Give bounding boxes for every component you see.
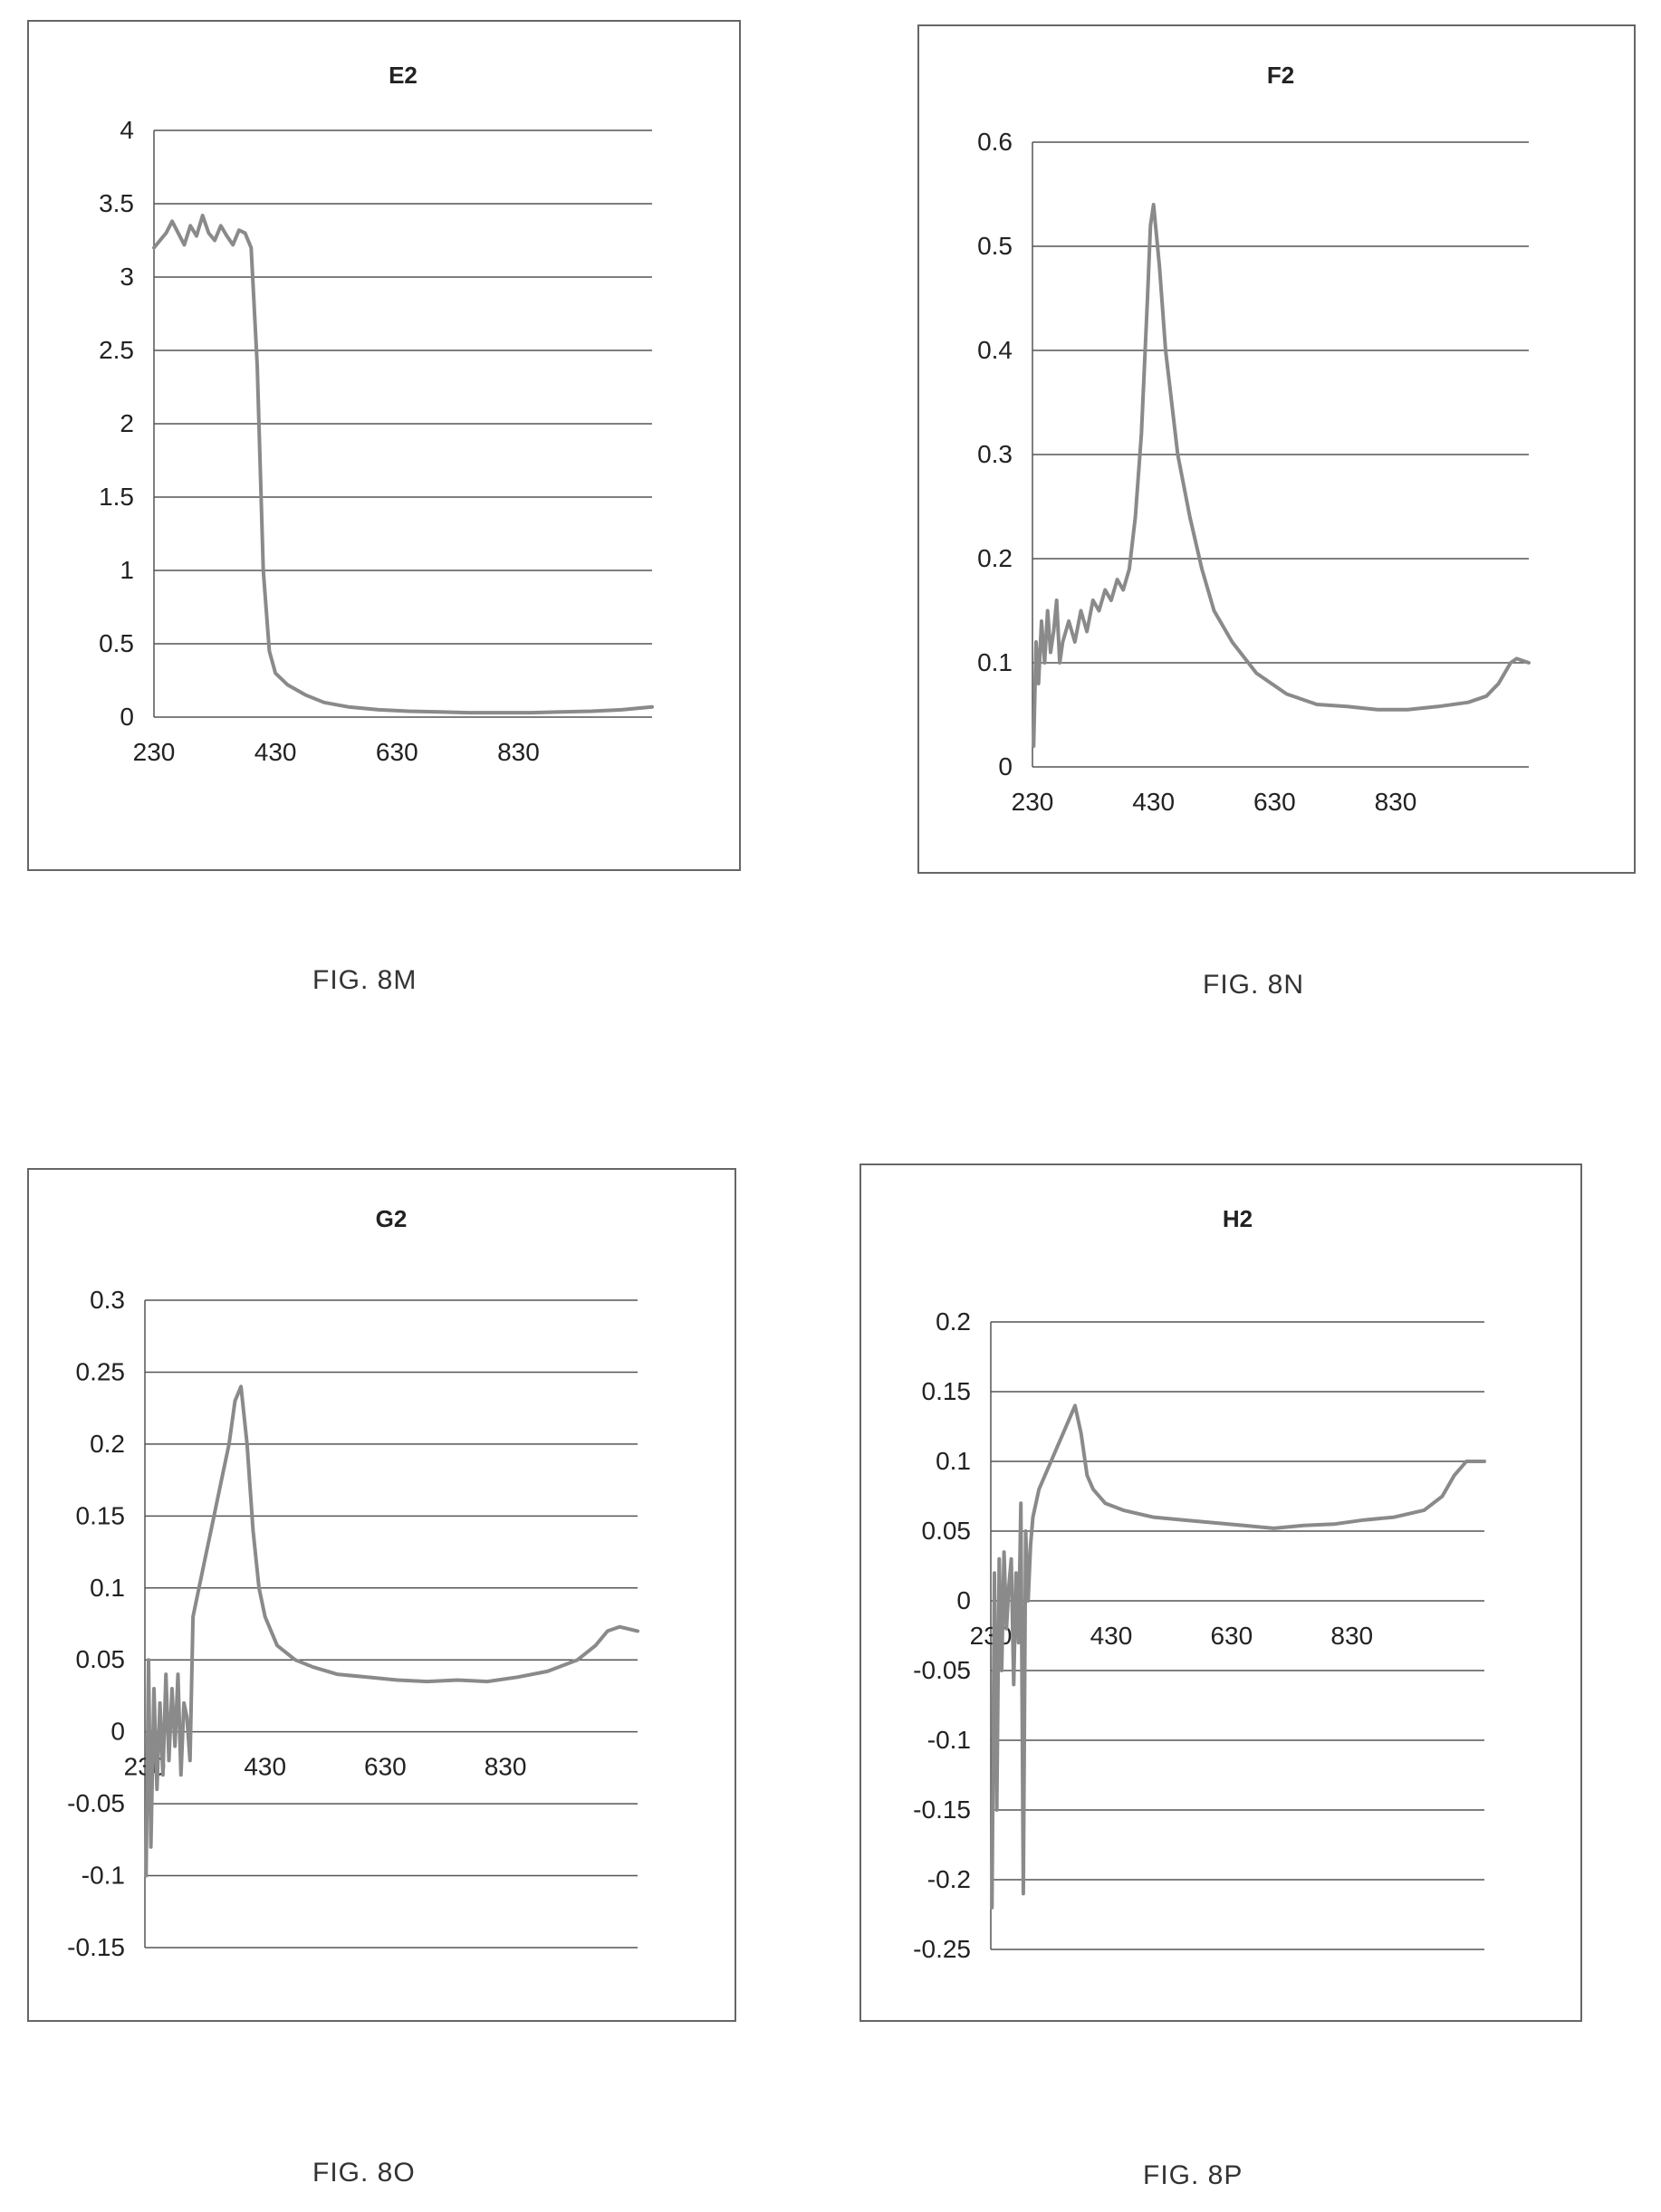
y-tick-label: 0.1 bbox=[977, 648, 1013, 676]
chart-g2: G2-0.15-0.1-0.0500.050.10.150.20.250.323… bbox=[27, 1168, 736, 2022]
series-line bbox=[1032, 203, 1531, 748]
y-tick-label: 3 bbox=[120, 263, 134, 291]
y-tick-label: 0.1 bbox=[90, 1574, 125, 1602]
y-tick-label: -0.15 bbox=[67, 1933, 125, 1961]
y-tick-label: 0.1 bbox=[936, 1447, 971, 1475]
y-tick-label: 0 bbox=[110, 1718, 125, 1746]
y-tick-label: 0.6 bbox=[977, 128, 1013, 156]
chart-frame bbox=[27, 1168, 736, 2022]
y-tick-label: 0.05 bbox=[922, 1517, 972, 1545]
y-tick-label: 0.25 bbox=[76, 1357, 126, 1385]
x-tick-label: 830 bbox=[1375, 788, 1417, 816]
y-tick-label: 1.5 bbox=[99, 483, 134, 511]
y-tick-label: -0.25 bbox=[913, 1935, 971, 1963]
x-tick-label: 430 bbox=[1090, 1622, 1133, 1650]
y-tick-label: 1 bbox=[120, 556, 134, 584]
y-tick-label: -0.05 bbox=[913, 1656, 971, 1684]
chart-title: H2 bbox=[1223, 1205, 1253, 1232]
chart-title: F2 bbox=[1267, 62, 1294, 89]
y-tick-label: 4 bbox=[120, 116, 134, 144]
y-tick-label: 0 bbox=[956, 1586, 971, 1614]
x-tick-label: 630 bbox=[1210, 1622, 1253, 1650]
x-tick-label: 230 bbox=[133, 738, 176, 766]
y-tick-label: 0.15 bbox=[922, 1377, 972, 1405]
chart-title: G2 bbox=[376, 1205, 408, 1232]
figure-caption: FIG. 8M bbox=[312, 965, 418, 995]
y-tick-label: 0.2 bbox=[90, 1430, 125, 1458]
y-tick-label: 0 bbox=[120, 703, 134, 731]
x-tick-label: 830 bbox=[485, 1753, 527, 1781]
chart-panel-g2: G2 -0.15 -0.1 -0.05 0 0.05 0.1 0.15 0.2 0.25 0.3 23… bbox=[27, 1168, 736, 2022]
x-tick-label: 430 bbox=[254, 738, 297, 766]
series-line bbox=[152, 214, 654, 715]
chart-panel-f2: F2 0 0.1 0.2 0.3 0.4 0.5 0.6 230 430 630 830 bbox=[917, 24, 1636, 874]
y-tick-label: 0.5 bbox=[99, 629, 134, 657]
x-tick-label: 630 bbox=[364, 1753, 407, 1781]
chart-frame bbox=[917, 24, 1636, 874]
y-tick-label: 0.3 bbox=[90, 1286, 125, 1314]
y-tick-label: 0.05 bbox=[76, 1645, 126, 1673]
y-tick-label: 0.4 bbox=[977, 336, 1013, 364]
y-tick-label: 0.15 bbox=[76, 1501, 126, 1529]
y-tick-label: 3.5 bbox=[99, 189, 134, 217]
x-tick-label: 230 bbox=[1012, 788, 1054, 816]
y-tick-label: 0.2 bbox=[977, 544, 1013, 572]
y-tick-label: 0.5 bbox=[977, 232, 1013, 260]
chart-h2: H2 -0.25 -0.2 -0.15 -0.1 -0.05 0 0.05 0.1 0.15 0.2… bbox=[859, 1163, 1582, 2022]
chart-frame bbox=[27, 20, 741, 871]
figure-caption: FIG. 8O bbox=[312, 2158, 416, 2188]
series-line bbox=[144, 1384, 639, 1878]
y-tick-label: -0.15 bbox=[913, 1795, 971, 1824]
series-line bbox=[990, 1403, 1486, 1910]
y-tick-label: 2.5 bbox=[99, 336, 134, 364]
chart-panel-e2: E2 0 0.5 1 1.5 2 2.5 3 3.5 4 230 430 630 830 bbox=[27, 20, 741, 871]
y-tick-label: -0.1 bbox=[927, 1726, 971, 1754]
y-tick-label: 0 bbox=[998, 752, 1013, 780]
x-tick-label: 430 bbox=[1132, 788, 1175, 816]
y-tick-label: -0.1 bbox=[82, 1862, 125, 1890]
x-tick-label: 830 bbox=[1330, 1622, 1373, 1650]
x-tick-label: 630 bbox=[1253, 788, 1296, 816]
figure-caption: FIG. 8P bbox=[1143, 2160, 1243, 2190]
x-tick-label: 830 bbox=[497, 738, 540, 766]
y-tick-label: 2 bbox=[120, 409, 134, 437]
y-tick-label: -0.05 bbox=[67, 1789, 125, 1817]
y-tick-label: 0.2 bbox=[936, 1307, 971, 1336]
chart-e2: E2 0 0.5 1 1.5 2 2.5 3 3.5 4 230 430 630 830 bbox=[27, 20, 741, 871]
chart-title: E2 bbox=[389, 62, 418, 89]
x-tick-label: 630 bbox=[376, 738, 418, 766]
figure-caption: FIG. 8N bbox=[1203, 970, 1305, 1000]
chart-panel-h2: H2 -0.25 -0.2 -0.15 -0.1 -0.05 0 0.05 0.1 0.15 0.2… bbox=[859, 1163, 1582, 2022]
y-tick-label: -0.2 bbox=[927, 1865, 971, 1893]
chart-f2: F2 0 0.1 0.2 0.3 0.4 0.5 0.6 230 430 630 830 bbox=[917, 24, 1636, 874]
y-tick-label: 0.3 bbox=[977, 440, 1013, 468]
chart-frame bbox=[859, 1163, 1582, 2022]
x-tick-label: 430 bbox=[244, 1753, 286, 1781]
